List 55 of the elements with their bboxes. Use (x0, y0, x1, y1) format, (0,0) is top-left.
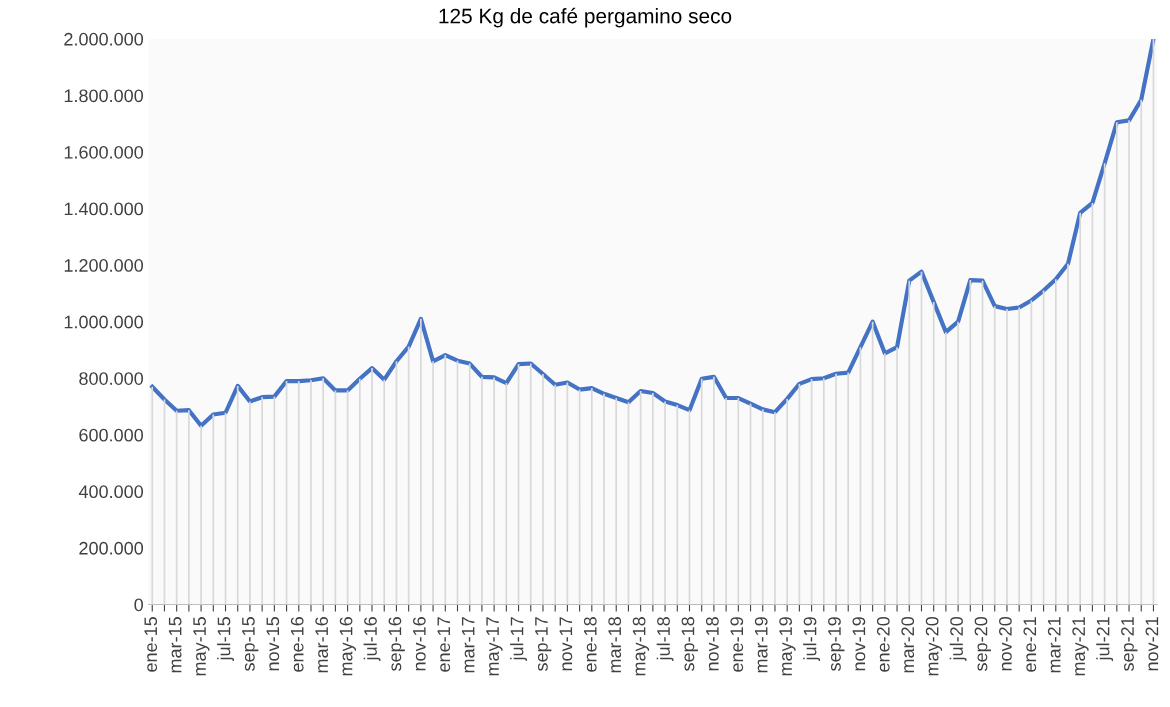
x-tick-label: sep-20 (974, 616, 991, 671)
x-tick-label: nov-21 (1145, 617, 1159, 671)
x-tick-label: ene-15 (144, 617, 158, 672)
x-tick-label: mar-17 (461, 617, 475, 673)
y-tick-label: 1.800.000 (64, 89, 144, 103)
y-tick-label: 1.600.000 (64, 145, 144, 159)
x-tick-label: ene-20 (876, 616, 890, 672)
x-tick-label: may-17 (486, 617, 503, 676)
x-tick-label: nov-15 (266, 617, 280, 671)
x-tick-label: mar-18 (608, 617, 622, 673)
x-tick-label: may-19 (779, 617, 796, 676)
y-tick-label: 2.000.000 (64, 32, 144, 46)
x-tick-label: may-18 (632, 617, 650, 676)
x-tick-label: may-20 (925, 616, 943, 676)
x-tick-label: jul-19 (803, 617, 820, 661)
y-tick-label: 400.000 (78, 485, 144, 499)
x-tick-label: mar-15 (168, 617, 182, 673)
x-tick-label: jul-16 (363, 617, 381, 661)
x-tick-label: jul-18 (656, 617, 674, 661)
x-tick-label: ene-17 (437, 617, 451, 672)
x-tick-label: ene-21 (1023, 617, 1037, 672)
x-tick-label: mar-19 (754, 617, 768, 673)
x-tick-label: nov-19 (852, 617, 866, 671)
x-tick-label: sep-17 (535, 617, 552, 671)
x-tick-label: sep-18 (681, 617, 698, 671)
chart-title: 125 Kg de café pergamino seco (439, 7, 732, 28)
x-tick-label: jul-21 (1096, 617, 1114, 661)
x-tick-label: ene-19 (730, 617, 744, 672)
x-tick-label: ene-18 (583, 617, 597, 672)
x-tick-label: sep-19 (828, 617, 845, 671)
x-tick-label: may-21 (1072, 617, 1089, 676)
y-tick-label: 600.000 (79, 428, 144, 442)
x-tick-label: sep-16 (388, 617, 405, 671)
y-tick-label: 800.000 (79, 372, 144, 385)
x-tick-label: nov-18 (705, 617, 719, 671)
y-tick-label: 1.200.000 (64, 259, 144, 272)
x-tick-label: mar-21 (1047, 617, 1061, 673)
y-tick-label: 0 (134, 598, 144, 612)
x-tick-label: ene-16 (290, 617, 304, 672)
x-tick-label: mar-16 (315, 617, 329, 673)
x-tick-label: may-16 (339, 617, 357, 676)
x-tick-label: jul-17 (510, 617, 527, 661)
line-series (150, 38, 1156, 428)
x-tick-label: nov-17 (559, 617, 573, 671)
x-tick-label: may-15 (193, 617, 210, 676)
y-tick-label: 1.000.000 (64, 315, 144, 329)
x-tick-label: sep-15 (242, 617, 259, 671)
x-tick-label: nov-20 (999, 616, 1012, 671)
x-tick-label: mar-20 (901, 616, 915, 673)
y-tick-label: 1.400.000 (64, 202, 144, 216)
x-tick-label: sep-21 (1121, 617, 1138, 671)
x-tick-label: jul-15 (217, 617, 234, 661)
x-tick-label: nov-16 (412, 617, 426, 671)
x-tick-label: jul-20 (949, 616, 967, 661)
y-tick-label: 200.000 (79, 541, 144, 555)
